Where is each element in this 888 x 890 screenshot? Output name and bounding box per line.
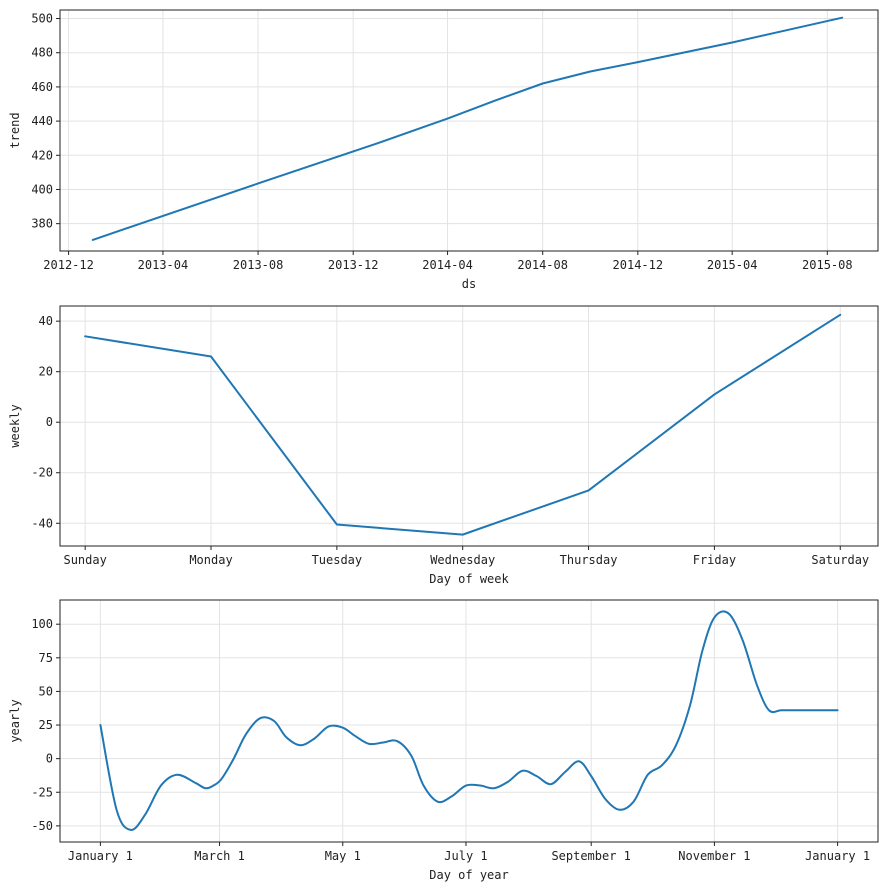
y-tick-label: 460: [31, 80, 53, 94]
y-tick-label: 75: [39, 651, 53, 665]
x-axis-label: Day of year: [429, 868, 508, 882]
y-axis-label: weekly: [8, 404, 22, 447]
x-tick-label: November 1: [678, 849, 750, 863]
y-tick-label: -50: [31, 819, 53, 833]
y-tick-label: 20: [39, 365, 53, 379]
x-tick-label: 2012-12: [43, 258, 94, 272]
x-tick-label: Saturday: [811, 553, 869, 567]
yearly-chart: January 1 March 1 May 1 July 1 September 1 No…: [8, 599, 879, 882]
series-line: [84, 313, 842, 536]
x-tick-label: July 1: [444, 849, 487, 863]
y-tick-label: 40: [39, 314, 53, 328]
plot-frame: [59, 305, 879, 547]
x-tick-label: 2015-08: [802, 258, 853, 272]
x-tick-label: March 1: [194, 849, 245, 863]
x-tick-label: 2013-04: [138, 258, 189, 272]
y-tick-label: 400: [31, 182, 53, 196]
y-tick-label: -25: [31, 785, 53, 799]
x-tick-label: Wednesday: [430, 553, 495, 567]
x-tick-label: Sunday: [63, 553, 106, 567]
y-tick-label: 380: [31, 217, 53, 231]
y-tick-label: -20: [31, 466, 53, 480]
weekly-chart: Sunday Monday Tuesday Wednesday Thursday Frid…: [8, 305, 879, 586]
x-tick-label: Monday: [189, 553, 232, 567]
x-tick-label: September 1: [551, 849, 630, 863]
x-tick-label: January 1: [805, 849, 870, 863]
x-tick-label: Thursday: [560, 553, 618, 567]
y-tick-label: -40: [31, 516, 53, 530]
series-line: [91, 16, 844, 241]
y-tick-label: 440: [31, 114, 53, 128]
x-tick-label: 2015-04: [707, 258, 758, 272]
y-tick-label: 25: [39, 718, 53, 732]
x-tick-label: 2014-04: [422, 258, 473, 272]
x-tick-label: May 1: [325, 849, 361, 863]
y-axis-label: yearly: [8, 699, 22, 742]
series-line: [99, 610, 839, 831]
y-tick-label: 420: [31, 148, 53, 162]
x-axis-label: ds: [462, 277, 476, 291]
y-axis-label: trend: [8, 112, 22, 148]
y-tick-label: 100: [31, 617, 53, 631]
x-axis-label: Day of week: [429, 572, 509, 586]
x-tick-label: January 1: [68, 849, 133, 863]
y-tick-label: 0: [46, 415, 53, 429]
trend-chart: 2012-12 2013-04 2013-08 2013-12 2014-04 2014-…: [8, 9, 879, 291]
x-tick-label: 2014-08: [517, 258, 568, 272]
plot-frame: [59, 9, 879, 252]
y-tick-label: 0: [46, 752, 53, 766]
plot-frame: [59, 599, 879, 843]
x-tick-label: Friday: [693, 553, 736, 567]
y-tick-label: 480: [31, 46, 53, 60]
y-tick-label: 500: [31, 12, 53, 26]
x-tick-label: 2013-12: [328, 258, 379, 272]
x-tick-label: Tuesday: [312, 553, 363, 567]
x-tick-label: 2014-12: [613, 258, 664, 272]
x-tick-label: 2013-08: [233, 258, 284, 272]
y-tick-label: 50: [39, 684, 53, 698]
